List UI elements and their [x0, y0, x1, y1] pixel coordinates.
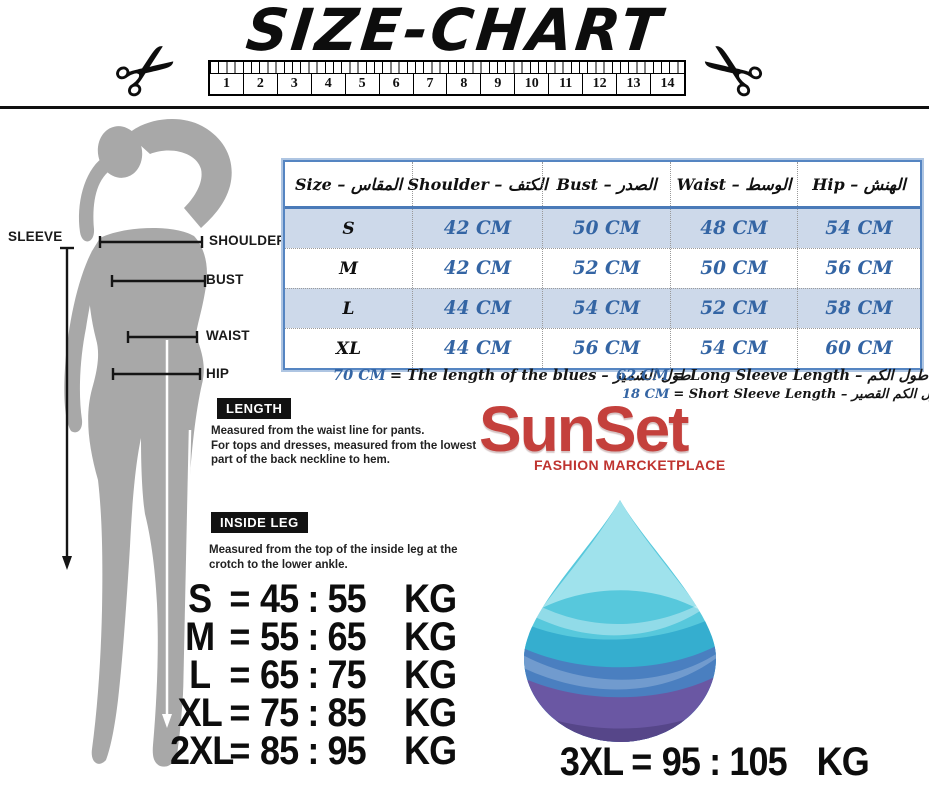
label-shoulder: SHOULDER: [209, 233, 287, 248]
column-header: Hip – الهنش: [797, 162, 920, 206]
female-silhouette: [60, 119, 232, 767]
label-waist: WAIST: [206, 328, 250, 343]
weight-row: S = 45 : 55 KG: [188, 577, 457, 621]
label-bust: BUST: [206, 272, 244, 287]
brand-tagline: FASHION MARCKETPLACE: [534, 457, 726, 473]
length-section-body: Measured from the waist line for pants. …: [211, 425, 477, 466]
label-sleeve: SLEEVE: [8, 229, 63, 244]
header-divider: [0, 106, 929, 109]
weight-chart: S = 45 : 55 KG M = 55 : 65 KG L = 65 : 7…: [170, 577, 458, 773]
weight-row: 2XL = 85 : 95 KG: [170, 729, 457, 773]
table-row: S 42 CM 50 CM 48 CM 54 CM: [285, 209, 920, 248]
measuring-ruler: 1 2 3 4 5 6 7 8 9 10 11 12 13 14: [208, 60, 686, 96]
measurement-lines: [60, 236, 207, 562]
weight-row: L = 65 : 75 KG: [189, 653, 457, 697]
inside-leg-section-body: Measured from the top of the inside leg …: [209, 544, 458, 571]
water-drop-logo: [524, 500, 716, 742]
length-section-title: LENGTH: [217, 398, 292, 419]
table-row: XL 44 CM 56 CM 54 CM 60 CM: [285, 328, 920, 368]
column-header: Waist – الوسط: [670, 162, 797, 206]
ruler-tick-marks: [210, 62, 684, 74]
table-row: L 44 CM 54 CM 52 CM 58 CM: [285, 288, 920, 328]
weight-row-3xl: 3XL = 95 : 105 KG: [559, 740, 870, 784]
weight-row: XL = 75 : 85 KG: [177, 691, 458, 735]
note-short-sleeve: 18 CM= Short Sleeve Length – طول الكم ال…: [622, 387, 929, 402]
inside-leg-section-title: INSIDE LEG: [211, 512, 308, 533]
column-header: Bust – الصدر: [542, 162, 670, 206]
ruler-numbers: 1 2 3 4 5 6 7 8 9 10 11 12 13 14: [210, 74, 684, 94]
size-table: Size – المقاس Shoulder – الكتف Bust – ال…: [281, 158, 924, 372]
weight-row: M = 55 : 65 KG: [185, 615, 457, 659]
column-header: Shoulder – الكتف: [407, 162, 548, 206]
note-shirt-length: 70 CM = The length of the blues – طول الش…: [333, 367, 691, 384]
column-header: Size – المقاس: [294, 174, 403, 194]
page-title: SIZE-CHART: [243, 0, 667, 64]
brand-logo: SunSet: [479, 393, 689, 465]
label-hip: HIP: [206, 366, 230, 381]
size-table-header: Size – المقاس Shoulder – الكتف Bust – ال…: [285, 162, 920, 209]
note-long-sleeve: 62 CM = Long Sleeve Length – طول الكم: [616, 367, 929, 384]
table-row: M 42 CM 52 CM 50 CM 56 CM: [285, 248, 920, 288]
length-guide-lines: [165, 340, 192, 722]
